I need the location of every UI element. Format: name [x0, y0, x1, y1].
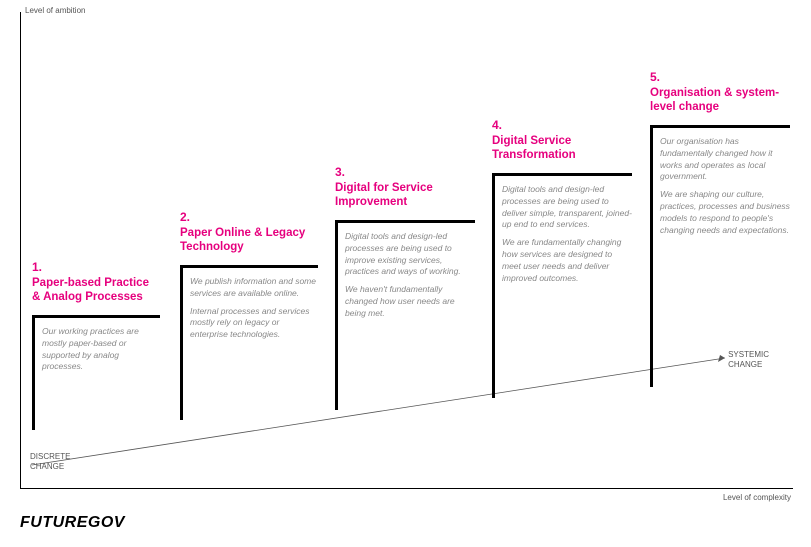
stage-description-paragraph: We are fundamentally changing how servic…	[502, 237, 632, 285]
brand-logo: FUTUREGOV	[20, 514, 125, 532]
step-divider	[650, 125, 790, 128]
x-axis-label: Level of complexity	[723, 493, 791, 502]
stage-description: Digital tools and design-led processes a…	[335, 231, 475, 320]
stage-description-paragraph: We are shaping our culture, practices, p…	[660, 189, 790, 237]
arrow-end-label: SYSTEMIC CHANGE	[728, 350, 769, 369]
stage-description-paragraph: Digital tools and design-led processes a…	[345, 231, 475, 279]
stage-3: 3. Digital for Service Improvement Digital…	[335, 165, 475, 326]
stage-title: Organisation & system-level change	[650, 86, 790, 115]
stage-2: 2. Paper Online & Legacy Technology We pub…	[180, 210, 318, 347]
step-vertical	[180, 265, 183, 420]
stage-description-paragraph: Our working practices are mostly paper-b…	[42, 326, 160, 374]
stage-description-paragraph: We publish information and some services…	[190, 276, 318, 300]
step-horizontal	[335, 220, 475, 223]
stage-number: 1.	[32, 260, 160, 274]
x-axis	[20, 488, 793, 489]
stage-1: 1. Paper-based Practice & Analog Processe…	[32, 260, 160, 379]
arrow-start-label-l2: CHANGE	[30, 462, 64, 471]
stage-description-paragraph: Internal processes and services mostly r…	[190, 306, 318, 342]
stage-description-paragraph: We haven't fundamentally changed how use…	[345, 284, 475, 320]
stage-description: Digital tools and design-led processes a…	[492, 184, 632, 285]
stage-title: Paper Online & Legacy Technology	[180, 226, 318, 255]
stage-5: 5. Organisation & system-level change Our …	[650, 70, 790, 243]
step-vertical	[650, 125, 653, 387]
y-axis-label: Level of ambition	[25, 6, 85, 15]
stage-number: 3.	[335, 165, 475, 179]
step-horizontal	[650, 125, 790, 128]
step-vertical	[492, 173, 495, 398]
stage-number: 4.	[492, 118, 632, 132]
step-vertical	[32, 315, 35, 430]
step-horizontal	[32, 315, 160, 318]
step-divider	[335, 220, 475, 223]
stage-4: 4. Digital Service Transformation Digital …	[492, 118, 632, 291]
stage-title: Paper-based Practice & Analog Processes	[32, 276, 160, 305]
step-divider	[32, 315, 160, 318]
stage-description: Our working practices are mostly paper-b…	[32, 326, 160, 374]
step-vertical	[335, 220, 338, 410]
stage-description: Our organisation has fundamentally chang…	[650, 136, 790, 237]
arrow-end-label-l1: SYSTEMIC	[728, 350, 769, 359]
stage-description-paragraph: Our organisation has fundamentally chang…	[660, 136, 790, 184]
y-axis	[20, 12, 21, 489]
arrow-start-label-l1: DISCRETE	[30, 452, 70, 461]
step-horizontal	[492, 173, 632, 176]
stage-number: 5.	[650, 70, 790, 84]
stage-description: We publish information and some services…	[180, 276, 318, 341]
stage-title: Digital for Service Improvement	[335, 181, 475, 210]
arrow-end-label-l2: CHANGE	[728, 360, 762, 369]
step-divider	[492, 173, 632, 176]
stage-description-paragraph: Digital tools and design-led processes a…	[502, 184, 632, 232]
stage-title: Digital Service Transformation	[492, 134, 632, 163]
stage-number: 2.	[180, 210, 318, 224]
step-divider	[180, 265, 318, 268]
step-horizontal	[180, 265, 318, 268]
arrow-start-label: DISCRETE CHANGE	[30, 452, 70, 471]
